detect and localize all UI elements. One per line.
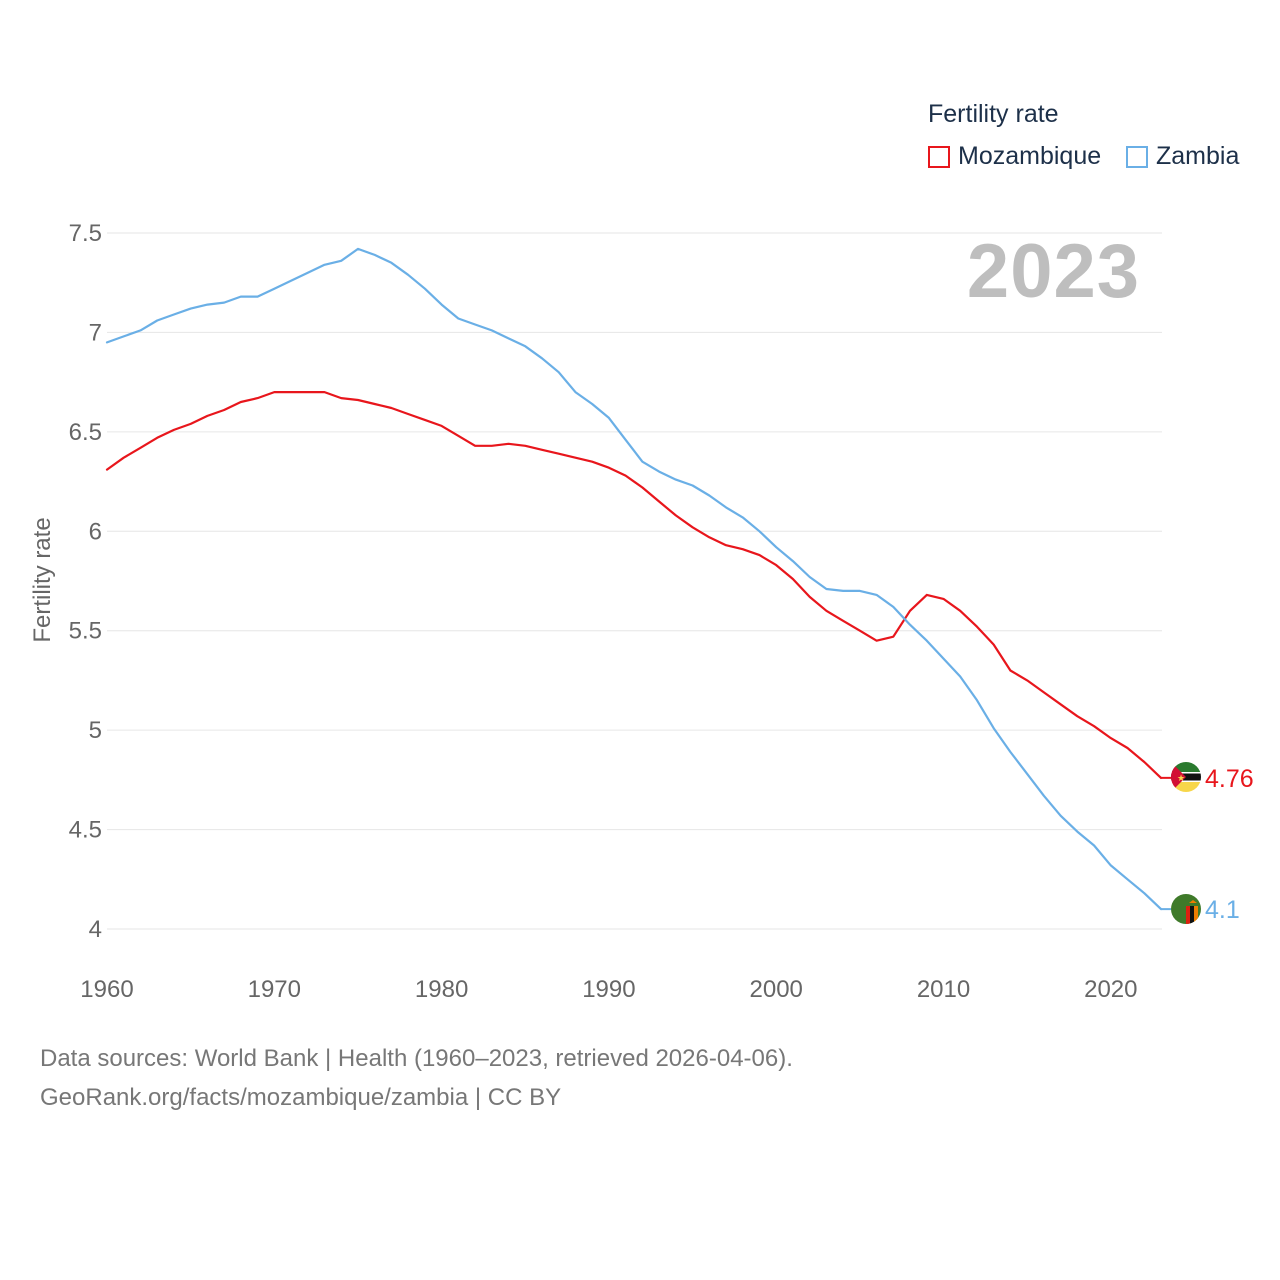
source-link[interactable]: GeoRank.org/facts/mozambique/zambia | CC…: [40, 1084, 562, 1111]
legend-label-mozambique: Mozambique: [958, 142, 1102, 170]
y-tick-label: 6.5: [69, 419, 102, 446]
y-tick-label: 7: [89, 319, 102, 346]
legend-item-mozambique[interactable]: Mozambique: [928, 142, 1101, 171]
x-tick-label: 1960: [80, 976, 133, 1003]
y-axis-label: Fertility rate: [29, 517, 56, 643]
legend-item-zambia[interactable]: Zambia: [1126, 142, 1239, 171]
legend-label-zambia: Zambia: [1156, 142, 1240, 170]
series-layer: 4.76 4.1: [105, 247, 1254, 924]
y-tick-label: 7.5: [69, 220, 102, 247]
x-tick-label: 1990: [582, 976, 635, 1003]
y-tick-label: 5: [89, 717, 102, 744]
end-label-mozambique: 4.76: [1205, 765, 1254, 793]
y-tick-label: 5.5: [69, 618, 102, 645]
x-tick-label: 1970: [248, 976, 301, 1003]
y-tick-label: 6: [89, 518, 102, 545]
year-label: 2023: [966, 229, 1140, 314]
x-tick-label: 2010: [917, 976, 970, 1003]
legend-title: Fertility rate: [928, 100, 1059, 128]
mozambique-flag-icon: ★: [1171, 762, 1201, 792]
svg-text:★: ★: [1177, 773, 1185, 783]
y-tick-label: 4: [89, 916, 102, 943]
legend-swatch-mozambique: [928, 145, 950, 168]
axis-layer: 4 4.5 5 5.5 6 6.5 7 7.5 1960 1970 1980 1990 2000 2010…: [69, 220, 1138, 1003]
grid-layer: [107, 232, 1162, 930]
x-tick-label: 2000: [750, 976, 803, 1003]
end-label-zambia: 4.1: [1205, 896, 1240, 924]
x-tick-label: 1980: [415, 976, 468, 1003]
zambia-flag-icon: [1171, 894, 1201, 924]
data-source-note: Data sources: World Bank | Health (1960–…: [40, 1045, 793, 1072]
series-line-zambia[interactable]: [105, 247, 1163, 911]
legend-swatch-zambia: [1126, 145, 1148, 168]
x-tick-label: 2020: [1084, 976, 1137, 1003]
series-line-mozambique[interactable]: [105, 391, 1163, 780]
y-tick-label: 4.5: [69, 817, 102, 844]
